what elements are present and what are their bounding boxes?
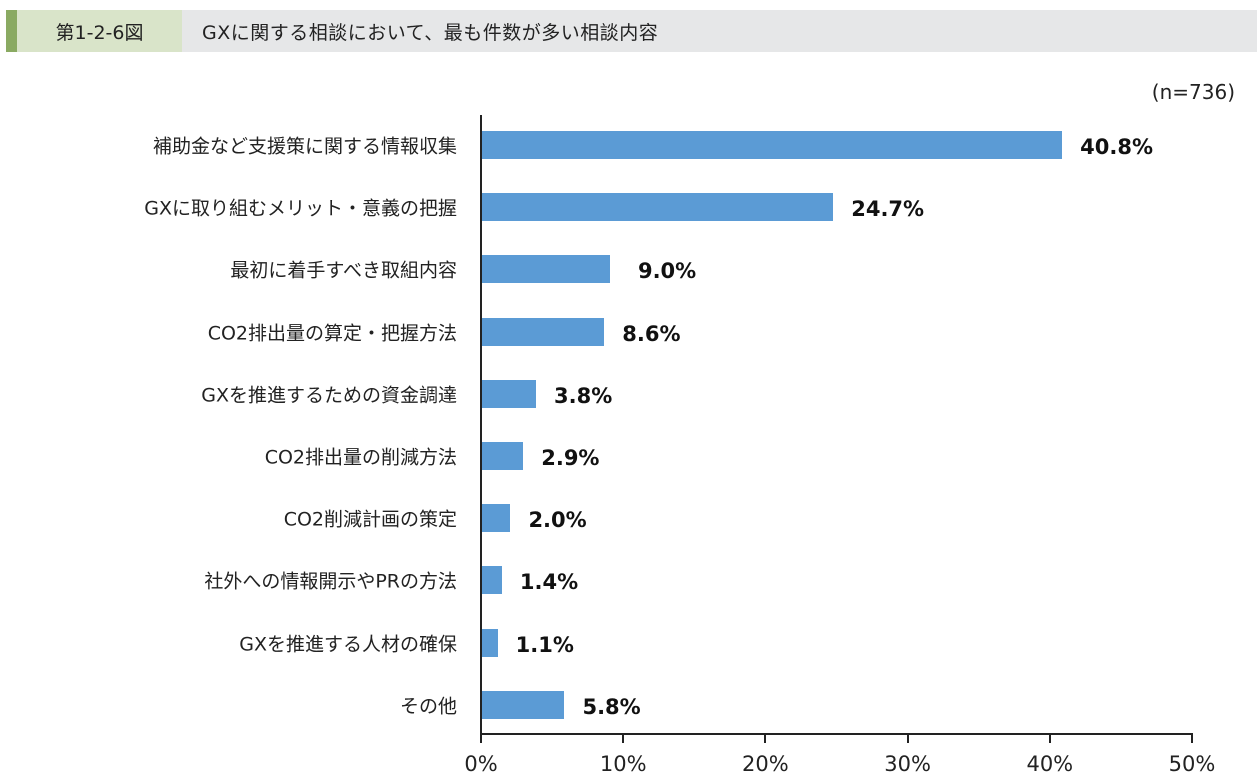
value-label: 40.8% [1080, 135, 1154, 159]
bar [482, 379, 537, 408]
x-tick-label: 20% [742, 752, 789, 776]
x-tick [906, 733, 909, 743]
x-tick [764, 733, 767, 743]
bar [482, 193, 834, 222]
y-axis-line [480, 115, 482, 735]
category-label: CO2削減計画の策定 [283, 508, 457, 531]
figure-title: GXに関する相談において、最も件数が多い相談内容 [202, 21, 659, 44]
category-label: 最初に着手すべき取組内容 [230, 259, 457, 282]
category-label: 社外への情報開示やPRの方法 [204, 570, 457, 593]
category-label: CO2排出量の削減方法 [264, 446, 457, 469]
x-tick-label: 40% [1026, 752, 1074, 776]
x-tick-label: 0% [464, 752, 498, 776]
bar [482, 690, 565, 719]
bar [482, 566, 502, 595]
x-tick-label: 30% [884, 752, 931, 776]
value-label: 5.8% [582, 694, 641, 719]
value-label: 3.8% [554, 383, 613, 408]
bar [482, 504, 511, 533]
bar [482, 628, 498, 657]
category-label: CO2排出量の算定・把握方法 [207, 322, 457, 345]
x-tick-label: 10% [599, 752, 647, 776]
x-tick [622, 733, 625, 743]
x-tick [1191, 733, 1193, 743]
category-label: GXを推進する人材の確保 [239, 633, 457, 656]
category-label: GXを推進するための資金調達 [201, 384, 457, 407]
x-tick-label: 50% [1168, 752, 1216, 776]
value-label: 2.9% [541, 446, 600, 470]
figure-header: 第1-2-6図 GXに関する相談において、最も件数が多い相談内容 [6, 10, 1257, 52]
value-label: 9.0% [637, 259, 697, 284]
bar [482, 131, 1063, 159]
value-label: 1.4% [519, 570, 579, 595]
category-label: GXに取り組むメリット・意義の把握 [144, 197, 457, 220]
value-label: 24.7% [851, 197, 925, 222]
bar [482, 442, 524, 470]
figure-number: 第1-2-6図 [17, 10, 182, 52]
value-label: 1.1% [515, 632, 574, 657]
category-label: その他 [399, 695, 457, 718]
category-label: 補助金など支援策に関する情報収集 [152, 135, 457, 158]
bar [482, 317, 605, 346]
x-axis-line [480, 733, 1193, 735]
x-tick [480, 733, 482, 743]
value-label: 8.6% [622, 321, 681, 346]
sample-size-label: (n=736) [1151, 80, 1235, 104]
header-accent-bar [6, 10, 17, 52]
value-label: 2.0% [528, 508, 587, 533]
bar [482, 255, 610, 284]
x-tick [1048, 733, 1051, 743]
